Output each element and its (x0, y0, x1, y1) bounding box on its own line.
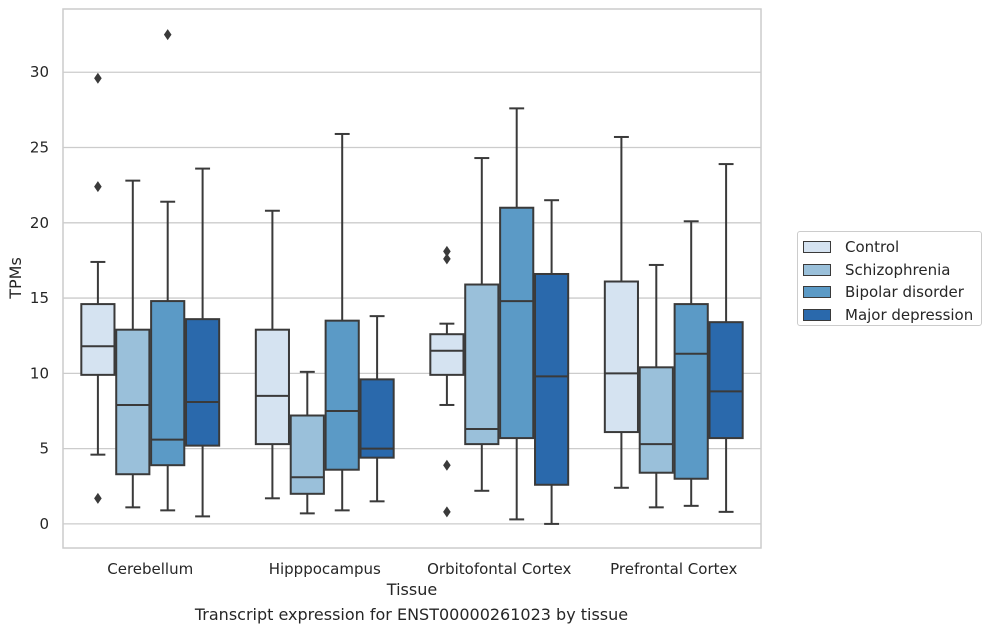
box-cerebellum-schizophrenia (115, 179, 151, 509)
box-body (359, 378, 395, 459)
x-tick-label: Orbitofontal Cortex (427, 560, 571, 578)
legend-label: Major depression (845, 305, 974, 324)
box-prefrontal-cortex-control (603, 135, 639, 489)
box-orbitofontal-cortex-major-depression (534, 199, 570, 525)
box-body (185, 318, 221, 447)
box-orbitofontal-cortex-schizophrenia (464, 157, 500, 492)
y-tick-label: 25 (30, 139, 49, 157)
legend-label: Schizophrenia (845, 260, 951, 279)
box-body (638, 366, 674, 474)
legend-swatch (803, 241, 831, 254)
box-cerebellum-major-depression (185, 167, 221, 518)
outlier-point (94, 72, 102, 84)
y-axis-ticks: 0 5 10 15 20 25 30 (30, 63, 49, 533)
box-body (80, 303, 116, 376)
box-cerebellum-control (80, 72, 116, 504)
y-tick-label: 30 (30, 63, 49, 81)
box-prefrontal-cortex-major-depression (708, 163, 744, 513)
y-tick-label: 15 (30, 289, 49, 307)
legend-item-bipolar-disorder: Bipolar disorder (798, 281, 981, 304)
box-body (534, 272, 570, 486)
x-tick-label: Hipppocampus (269, 560, 381, 578)
x-tick-label: Prefrontal Cortex (610, 560, 737, 578)
x-axis-label: Tissue (386, 580, 437, 599)
legend: Control Schizophrenia Bipolar disorder Majo… (797, 231, 982, 326)
box-hipppocampus-schizophrenia (289, 370, 325, 515)
box-hipppocampus-control (254, 209, 290, 500)
box-body (464, 283, 500, 446)
y-tick-label: 20 (30, 214, 49, 232)
outlier-point (94, 181, 102, 193)
x-tick-label: Cerebellum (107, 560, 193, 578)
legend-swatch (803, 286, 831, 299)
box-cerebellum-bipolar-disorder (150, 29, 186, 512)
box-prefrontal-cortex-schizophrenia (638, 263, 674, 509)
y-axis-label: TPMs (6, 257, 25, 300)
plot-area-frame (62, 8, 762, 549)
box-body (673, 303, 709, 480)
box-orbitofontal-cortex-control (429, 245, 465, 518)
box-hipppocampus-major-depression (359, 315, 395, 503)
box-body (150, 300, 186, 467)
box-body (254, 328, 290, 446)
legend-item-major-depression: Major depression (798, 304, 981, 327)
plot-boxes (80, 29, 744, 525)
box-body (603, 280, 639, 434)
legend-swatch (803, 263, 831, 276)
box-body (708, 321, 744, 440)
legend-label: Control (845, 238, 900, 257)
box-hipppocampus-bipolar-disorder (324, 132, 360, 512)
box-body (429, 333, 465, 376)
outlier-point (163, 29, 172, 41)
outlier-point (94, 492, 102, 504)
x-axis-ticks: Cerebellum Hipppocampus Orbitofontal Corte… (107, 560, 737, 578)
box-body (324, 319, 360, 471)
outlier-point (443, 245, 451, 257)
outlier-point (443, 506, 451, 518)
y-tick-label: 10 (30, 364, 49, 382)
box-orbitofontal-cortex-bipolar-disorder (499, 107, 535, 521)
legend-item-control: Control (798, 236, 981, 259)
box-body (289, 414, 325, 495)
legend-label: Bipolar disorder (845, 283, 964, 302)
y-tick-label: 5 (39, 440, 49, 458)
box-body (499, 206, 535, 440)
legend-swatch (803, 308, 831, 321)
box-body (115, 328, 151, 476)
legend-item-schizophrenia: Schizophrenia (798, 259, 981, 282)
y-tick-label: 0 (39, 515, 49, 533)
outlier-point (443, 459, 451, 471)
outlier-point (443, 253, 451, 265)
chart-caption: Transcript expression for ENST0000026102… (194, 605, 629, 624)
box-prefrontal-cortex-bipolar-disorder (673, 220, 709, 507)
